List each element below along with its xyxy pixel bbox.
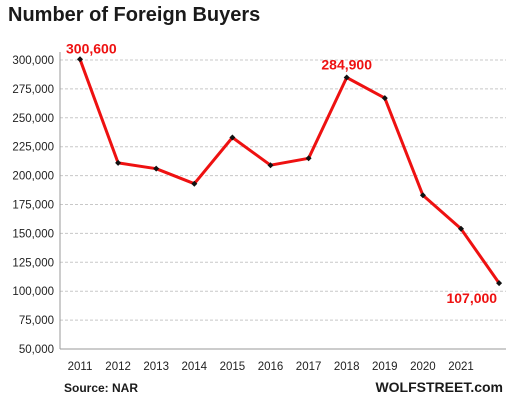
x-tick-labels: 2011 2012 2013 2014 2015 2016 2017 2018 2019 2020… [68,361,474,373]
data-point [305,155,312,162]
data-point [419,192,426,199]
data-point [496,280,503,287]
data-point [115,159,122,166]
y-tick-label: 50,000 [19,344,54,356]
x-tick-label: 2017 [296,361,322,373]
x-tick-label: 2019 [372,361,398,373]
data-point [267,162,274,169]
y-tick-label: 225,000 [12,142,54,154]
data-point [191,180,198,187]
y-tick-label: 250,000 [12,113,54,125]
x-tick-label: 2016 [258,361,284,373]
chart-title: Number of Foreign Buyers [8,4,261,26]
brand-label: WOLFSTREET.com [375,379,503,395]
data-point [153,165,160,172]
data-point [458,225,464,232]
y-tick-label: 200,000 [12,171,54,183]
y-tick-labels: 300,000 275,000 250,000 225,000 200,000 175,0… [12,55,54,356]
y-tick-label: 150,000 [12,228,54,240]
y-tick-label: 125,000 [12,257,54,269]
x-tick-label: 2020 [410,361,436,373]
data-point [77,56,83,63]
x-tick-label: 2018 [334,361,360,373]
y-tick-label: 100,000 [12,286,54,298]
y-tick-label: 175,000 [12,200,54,212]
x-tick-label: 2015 [220,361,246,373]
data-point [343,74,350,81]
data-label: 300,600 [66,40,117,56]
y-tick-label: 275,000 [12,84,54,96]
data-label: 284,900 [321,56,372,72]
x-tick-label: 2013 [143,361,169,373]
y-tick-label: 300,000 [12,55,54,67]
x-tick-label: 2021 [448,361,474,373]
y-tick-label: 75,000 [19,315,54,327]
data-point [381,95,388,102]
data-annotations: 300,600 284,900 107,000 [66,40,497,306]
x-tick-label: 2012 [105,361,131,373]
source-label: Source: NAR [64,381,138,395]
series-foreign-buyers [78,57,501,285]
x-tick-label: 2014 [182,361,208,373]
data-label: 107,000 [446,290,497,306]
x-tick-label: 2011 [68,361,93,373]
axes [59,52,506,350]
data-points [77,56,503,287]
gridlines [60,59,506,350]
series-line [78,57,501,285]
data-point [229,134,236,141]
